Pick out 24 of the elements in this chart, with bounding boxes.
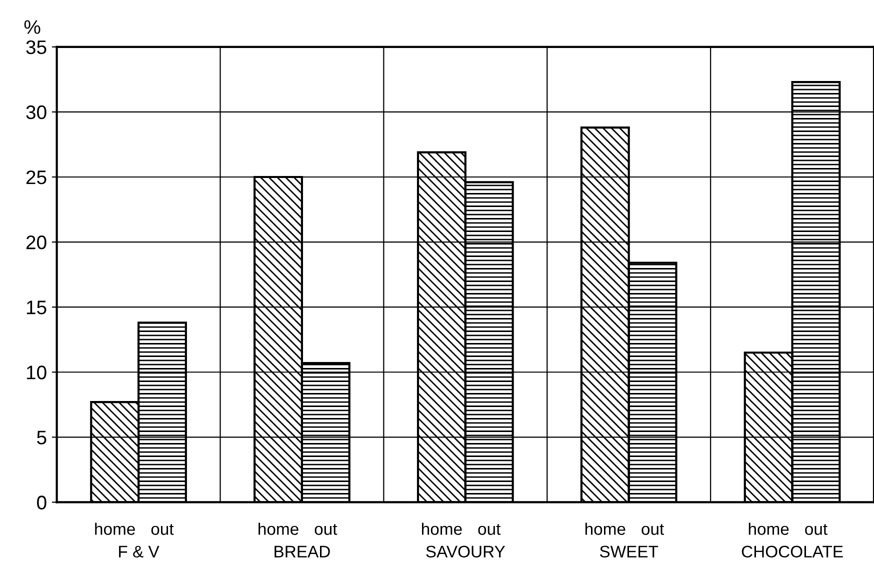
y-tick-label: 35	[26, 40, 46, 54]
text: out	[314, 524, 338, 535]
y-tick-label: 15	[26, 300, 46, 314]
text: home	[585, 522, 626, 535]
x-tick-label: CHOCOLATE	[742, 546, 843, 558]
text: home	[748, 522, 789, 535]
x-tick-label: BREAD	[274, 546, 330, 558]
y-tick-label: 25	[26, 170, 46, 184]
y-tick-label: 0	[37, 496, 46, 510]
y-axis-title: %	[24, 20, 40, 34]
series-label: home	[95, 522, 135, 535]
text: home	[422, 522, 462, 535]
x-tick-label: SWEET	[600, 546, 658, 558]
y-tick-label: 10	[26, 366, 46, 380]
text: home	[258, 522, 298, 535]
x-tick-label: SAVOURY	[426, 546, 506, 558]
text: out	[478, 524, 501, 535]
text: out	[642, 524, 664, 535]
y-tick-label: 20	[26, 236, 46, 250]
text: out	[805, 524, 828, 535]
y-tick-label: 30	[26, 105, 46, 120]
y-tick-label: 5	[37, 430, 46, 444]
series-label: out	[151, 524, 174, 535]
x-tick-label: F & V	[119, 546, 160, 558]
